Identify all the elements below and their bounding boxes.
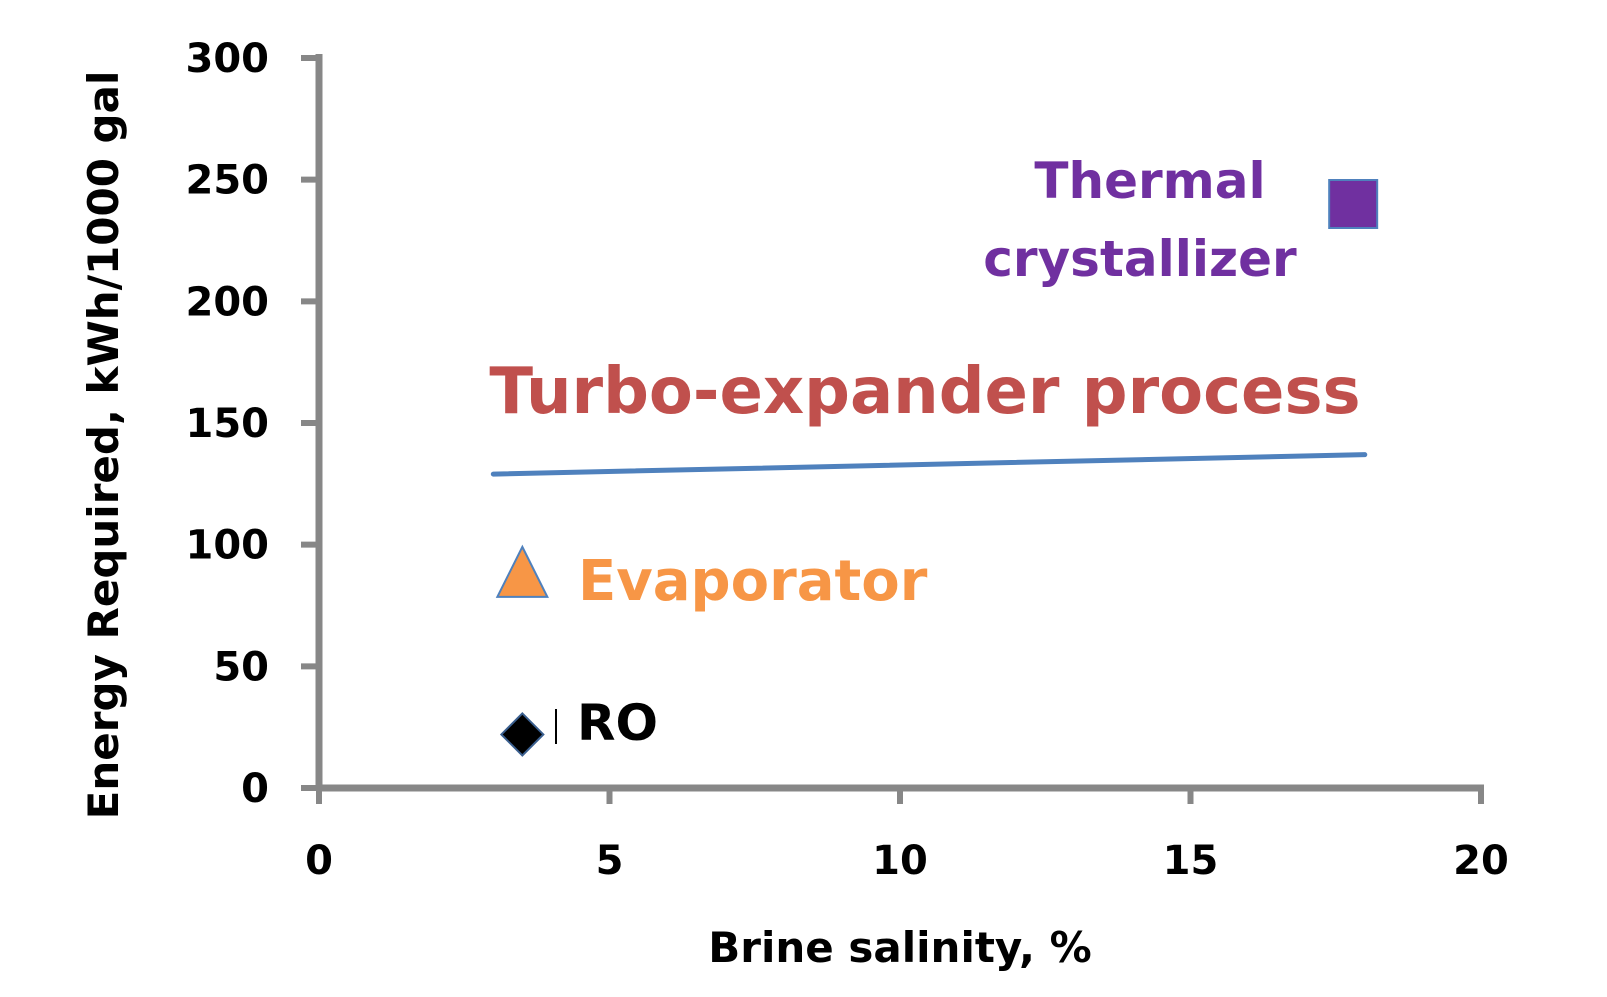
marks [490, 179, 1379, 757]
annotation-thermal: Thermal [1034, 152, 1265, 210]
annotation-evaporator: Evaporator [578, 549, 928, 614]
data-point-thermal-crystallizer-0 [1328, 179, 1379, 229]
annotation-turbo-expander: Turbo-expander process [489, 355, 1360, 429]
x-axis-title: Brine salinity, % [708, 923, 1091, 972]
x-tick-label-10: 10 [872, 838, 928, 884]
y-tick-label-200: 200 [186, 279, 270, 325]
x-tick-label-0: 0 [305, 838, 333, 884]
y-tick-label-150: 150 [186, 401, 270, 447]
data-point-ro-0 [499, 712, 545, 757]
x-tick-label-15: 15 [1163, 838, 1219, 884]
y-tick-label-250: 250 [186, 158, 270, 204]
annotation-ro: RO [577, 694, 658, 752]
y-tick-label-50: 50 [213, 644, 269, 690]
data-point-evaporator-0 [495, 544, 549, 598]
ticks: 0 50 100 150 200 250 300 0 5 10 15 20 [186, 36, 1509, 884]
series-line-turbo-expander-process [490, 452, 1368, 477]
y-tick-label-0: 0 [241, 766, 269, 812]
x-tick-label-5: 5 [596, 838, 624, 884]
y-axis-title: Energy Required, kWh/1000 gal [79, 71, 128, 820]
annotation-crystallizer: crystallizer [983, 230, 1297, 288]
y-tick-label-100: 100 [186, 523, 270, 569]
y-tick-label-300: 300 [186, 36, 270, 82]
x-tick-label-20: 20 [1453, 838, 1509, 884]
